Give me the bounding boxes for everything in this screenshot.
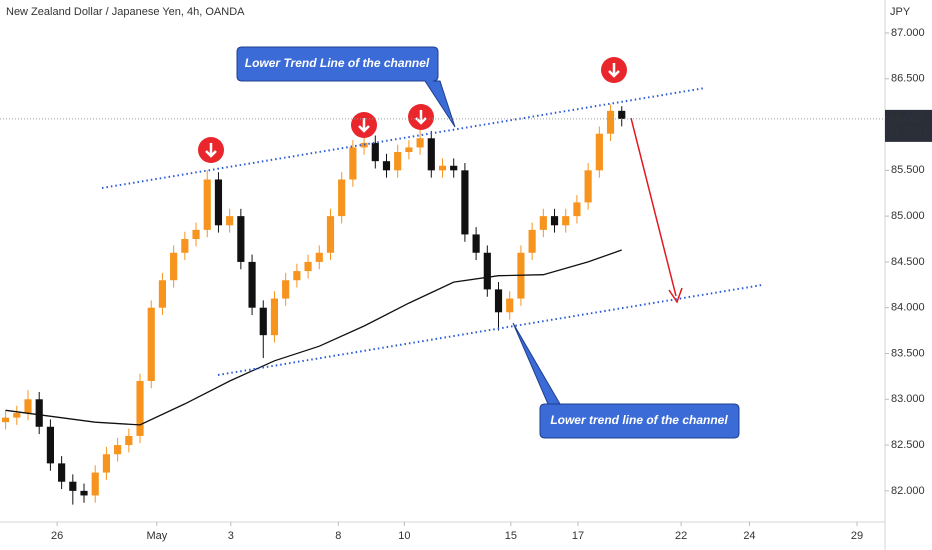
candle-body xyxy=(618,110,626,119)
lower-channel-line xyxy=(217,284,763,376)
candle-body xyxy=(259,307,267,336)
candle-body xyxy=(46,426,54,464)
candle-body xyxy=(248,261,256,308)
candle-body xyxy=(102,454,111,473)
currency: JPY xyxy=(890,6,911,18)
candle-body xyxy=(573,202,581,217)
candle-body xyxy=(293,271,301,281)
candle-body xyxy=(270,298,279,336)
callout-text: Lower trend line of the channel xyxy=(550,413,728,427)
y-tick-label: 83.000 xyxy=(891,393,925,405)
candle-body xyxy=(58,463,66,482)
callout-text: Lower Trend Line of the channel xyxy=(245,56,430,70)
y-tick-label: 85.500 xyxy=(891,164,925,176)
moving-average xyxy=(5,249,622,426)
x-tick-label: 29 xyxy=(851,530,863,542)
x-tick-label: 3 xyxy=(228,530,234,542)
candle-body xyxy=(237,216,245,262)
chart-title: New Zealand Dollar / Japanese Yen, 4h, O… xyxy=(6,6,245,18)
candle-body xyxy=(91,472,99,496)
candle-body xyxy=(595,133,603,171)
callout-box xyxy=(512,322,740,439)
x-tick-label: 24 xyxy=(743,530,755,542)
candle-body xyxy=(35,399,43,427)
candle-body xyxy=(382,161,391,171)
candle-body xyxy=(203,179,211,230)
x-tick-label: 26 xyxy=(51,530,63,542)
down-signal xyxy=(351,112,377,138)
candle-body xyxy=(315,252,323,262)
y-tick-label: 87.000 xyxy=(891,27,925,39)
candle-body xyxy=(416,138,424,148)
candle-body xyxy=(147,307,155,381)
candle-body xyxy=(483,252,491,290)
candle-body xyxy=(349,147,357,180)
candle-body xyxy=(136,380,144,436)
callout-box xyxy=(236,46,456,128)
candle-body xyxy=(584,170,592,203)
candle-body xyxy=(282,280,290,299)
projection-arrowhead xyxy=(668,287,683,304)
down-signal xyxy=(198,137,224,163)
candle-body xyxy=(427,138,435,171)
candle-body xyxy=(181,239,189,253)
callout-bottom: Lower trend line of the channel xyxy=(512,322,740,439)
candle-body xyxy=(304,261,312,272)
candle-body xyxy=(125,435,133,446)
x-tick-label: 15 xyxy=(505,530,517,542)
candle-body xyxy=(539,216,547,230)
x-tick-label: 22 xyxy=(675,530,687,542)
candle-body xyxy=(394,152,402,171)
candle-body xyxy=(506,298,514,313)
last-price-label: 86.062 xyxy=(889,113,923,125)
candle-body xyxy=(528,229,536,253)
candle-body xyxy=(24,399,32,414)
candle-body xyxy=(606,110,615,134)
last-price-box xyxy=(885,109,932,142)
candle-body xyxy=(405,147,413,153)
down-signal xyxy=(408,104,434,130)
x-tick-label: May xyxy=(146,530,167,542)
candle-body xyxy=(494,289,503,313)
candle-body xyxy=(158,280,167,308)
candle-body xyxy=(450,165,458,171)
candle-body xyxy=(114,445,122,455)
candle-body xyxy=(2,417,10,423)
y-tick-label: 84.500 xyxy=(891,256,925,268)
x-tick-label: 10 xyxy=(398,530,410,542)
candle-body xyxy=(226,216,234,226)
candle-body xyxy=(550,216,559,226)
countdown: 01:37:31 xyxy=(889,127,928,138)
y-tick-label: 86.500 xyxy=(891,73,925,85)
y-tick-label: 85.000 xyxy=(891,210,925,222)
y-tick-label: 82.500 xyxy=(891,439,925,451)
callout-top: Lower Trend Line of the channel xyxy=(236,46,456,128)
candle-body xyxy=(338,179,346,217)
projection-arrow xyxy=(630,117,677,297)
candle-body xyxy=(562,216,570,226)
candle-body xyxy=(326,216,335,253)
y-tick-label: 83.500 xyxy=(891,347,925,359)
x-tick-label: 17 xyxy=(572,530,584,542)
candle-body xyxy=(13,413,21,418)
upper-channel-line xyxy=(101,87,706,189)
y-tick-label: 82.000 xyxy=(891,485,925,497)
candle-body xyxy=(80,490,88,496)
candle-body xyxy=(371,142,379,162)
candle-body xyxy=(214,179,223,226)
x-tick-label: 8 xyxy=(335,530,341,542)
candle-body xyxy=(69,481,77,491)
down-signal xyxy=(601,57,627,83)
y-tick-label: 84.000 xyxy=(891,302,925,314)
candle-body xyxy=(438,165,447,171)
candle-body xyxy=(472,234,480,253)
candle-body xyxy=(461,170,469,235)
candle-body xyxy=(192,229,200,240)
candle-body xyxy=(170,252,178,281)
